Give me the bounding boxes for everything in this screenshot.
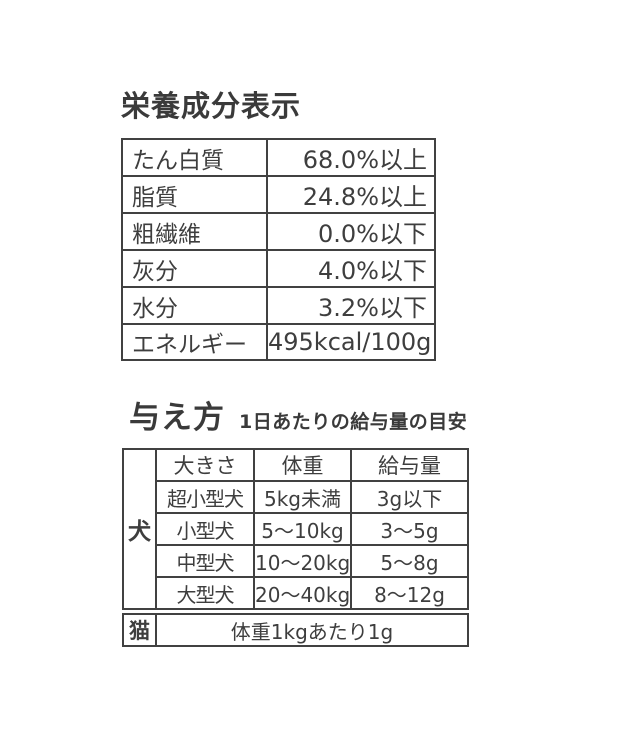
cat-group-label: 猫 xyxy=(122,613,157,647)
nutrient-label: 粗繊維 xyxy=(121,212,268,251)
table-row: 粗繊維 0.0%以下 xyxy=(121,212,436,251)
table-row: 灰分 4.0%以下 xyxy=(121,249,436,288)
nutrient-value: 495kcal/100g xyxy=(266,323,436,361)
dog-amount: 3〜5g xyxy=(350,512,469,546)
dog-size: 大型犬 xyxy=(155,576,255,610)
dog-size: 超小型犬 xyxy=(155,480,255,514)
table-row: 中型犬 10〜20kg 5〜8g xyxy=(123,544,469,578)
dog-size: 中型犬 xyxy=(155,544,255,578)
dog-weight: 5〜10kg xyxy=(253,512,352,546)
column-header-amount: 給与量 xyxy=(350,448,469,482)
dog-amount: 8〜12g xyxy=(350,576,469,610)
dog-group-label: 犬 xyxy=(122,448,157,610)
dog-size: 小型犬 xyxy=(155,512,255,546)
table-row: 大型犬 20〜40kg 8〜12g xyxy=(123,576,469,610)
dog-weight: 5kg未満 xyxy=(253,480,352,514)
feeding-section-title: 与え方 xyxy=(129,400,225,436)
dog-amount: 3g以下 xyxy=(350,480,469,514)
nutrient-value: 24.8%以上 xyxy=(266,175,436,214)
dog-weight: 10〜20kg xyxy=(253,544,352,578)
nutrient-label: 水分 xyxy=(121,286,268,325)
table-row: エネルギー 495kcal/100g xyxy=(121,323,436,361)
nutrient-label: 灰分 xyxy=(121,249,268,288)
nutrient-label: 脂質 xyxy=(121,175,268,214)
table-row: 水分 3.2%以下 xyxy=(121,286,436,325)
dog-weight: 20〜40kg xyxy=(253,576,352,610)
nutrient-label: エネルギー xyxy=(121,323,268,361)
dog-feeding-table: 犬 大きさ 体重 給与量 超小型犬 5kg未満 3g以下 小型犬 5〜10kg … xyxy=(122,448,469,610)
column-header-size: 大きさ xyxy=(155,448,255,482)
dog-amount: 5〜8g xyxy=(350,544,469,578)
cat-feeding-note: 体重1kgあたり1g xyxy=(155,613,469,647)
feeding-section-subtitle: 1日あたりの給与量の目安 xyxy=(239,411,468,433)
column-header-weight: 体重 xyxy=(253,448,352,482)
table-header-row: 犬 大きさ 体重 給与量 xyxy=(122,448,469,610)
table-row: 脂質 24.8%以上 xyxy=(121,175,436,214)
cat-feeding-table: 猫 体重1kgあたり1g xyxy=(122,613,469,647)
nutrition-table: たん白質 68.0%以上 脂質 24.8%以上 粗繊維 0.0%以下 灰分 4.… xyxy=(121,138,436,361)
nutrient-value: 3.2%以下 xyxy=(266,286,436,325)
feeding-section-header: 与え方 1日あたりの給与量の目安 xyxy=(129,401,467,435)
table-row: たん白質 68.0%以上 xyxy=(121,138,436,177)
nutrient-value: 0.0%以下 xyxy=(266,212,436,251)
nutrient-label: たん白質 xyxy=(121,138,268,177)
nutrient-value: 4.0%以下 xyxy=(266,249,436,288)
table-row: 超小型犬 5kg未満 3g以下 xyxy=(123,480,469,514)
table-row: 猫 体重1kgあたり1g xyxy=(122,613,469,647)
nutrition-section-title: 栄養成分表示 xyxy=(121,89,302,123)
nutrient-value: 68.0%以上 xyxy=(266,138,436,177)
table-row: 小型犬 5〜10kg 3〜5g xyxy=(123,512,469,546)
